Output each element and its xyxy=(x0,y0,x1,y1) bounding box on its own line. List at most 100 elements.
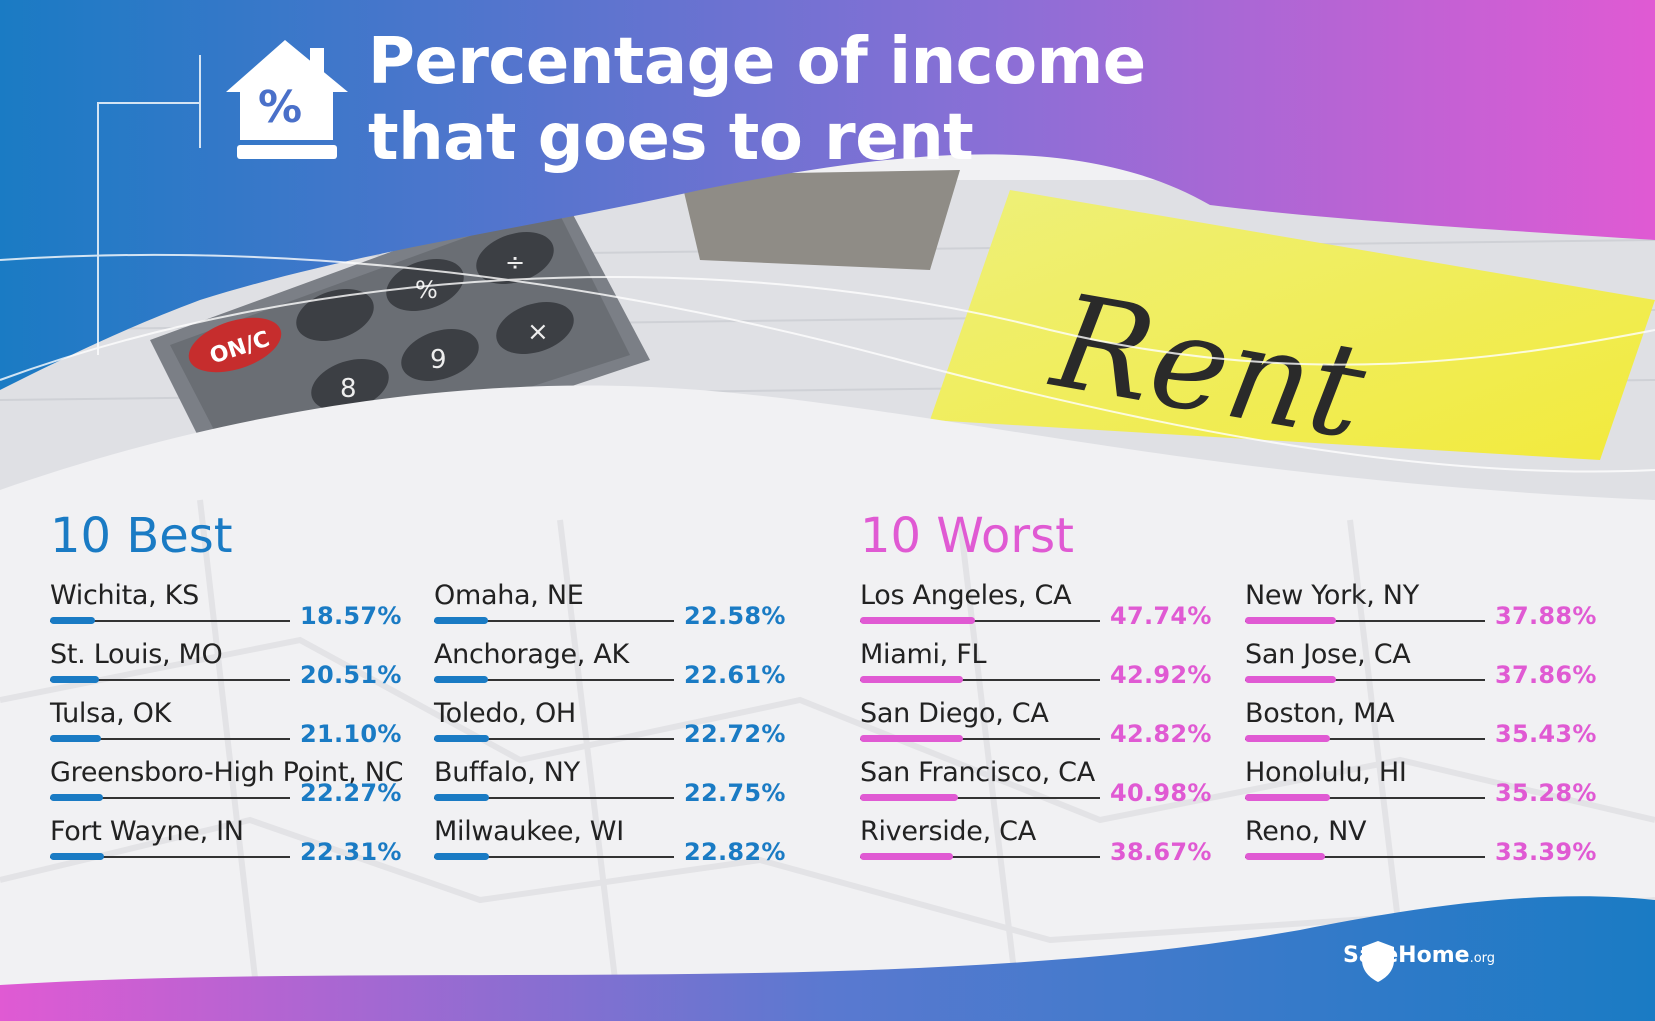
percent-value-label: 33.39% xyxy=(1495,838,1597,866)
bar-track xyxy=(1245,856,1485,858)
percent-value-label: 38.67% xyxy=(1110,838,1212,866)
svg-text:%: % xyxy=(415,276,438,304)
best-heading: 10 Best xyxy=(50,508,233,564)
svg-text:9: 9 xyxy=(430,345,447,375)
city-name-label: Honolulu, HI xyxy=(1245,757,1407,788)
bar-track xyxy=(434,797,674,799)
percent-value-label: 35.28% xyxy=(1495,779,1597,807)
bar-fill xyxy=(860,735,963,742)
bar-track xyxy=(860,620,1100,622)
bar-track xyxy=(860,738,1100,740)
ranking-row: St. Louis, MO 20.51% xyxy=(50,639,402,697)
city-name-label: Anchorage, AK xyxy=(434,639,629,670)
percent-value-label: 22.58% xyxy=(684,602,786,630)
brand-logo: SafeHome.org xyxy=(1343,943,1495,968)
ranking-row: Riverside, CA 38.67% xyxy=(860,816,1212,874)
ranking-row: Reno, NV 33.39% xyxy=(1245,816,1597,874)
percent-value-label: 22.75% xyxy=(684,779,786,807)
ranking-row: Omaha, NE 22.58% xyxy=(434,580,786,638)
percent-value-label: 22.61% xyxy=(684,661,786,689)
ranking-row: Buffalo, NY 22.75% xyxy=(434,757,786,815)
bar-fill xyxy=(434,735,489,742)
ranking-row: Boston, MA 35.43% xyxy=(1245,698,1597,756)
map-pattern xyxy=(0,499,1655,1021)
bar-track xyxy=(860,797,1100,799)
page-title: Percentage of income that goes to rent xyxy=(368,24,1146,176)
city-name-label: Reno, NV xyxy=(1245,816,1367,847)
bar-fill xyxy=(50,676,99,683)
bar-track xyxy=(434,856,674,858)
svg-text:8: 8 xyxy=(340,374,357,404)
ranking-row: San Diego, CA 42.82% xyxy=(860,698,1212,756)
svg-text:%: % xyxy=(258,82,302,133)
percent-value-label: 22.27% xyxy=(300,779,402,807)
brand-name: SafeHome xyxy=(1343,943,1470,968)
bar-fill xyxy=(860,617,975,624)
percent-value-label: 22.72% xyxy=(684,720,786,748)
city-name-label: Buffalo, NY xyxy=(434,757,580,788)
bar-fill xyxy=(1245,617,1336,624)
bar-fill xyxy=(50,735,101,742)
bar-fill xyxy=(50,794,103,801)
city-name-label: St. Louis, MO xyxy=(50,639,223,670)
bar-fill xyxy=(1245,676,1336,683)
bar-fill xyxy=(1245,735,1330,742)
percent-value-label: 35.43% xyxy=(1495,720,1597,748)
percent-value-label: 22.31% xyxy=(300,838,402,866)
city-name-label: Boston, MA xyxy=(1245,698,1395,729)
city-name-label: Toledo, OH xyxy=(434,698,576,729)
bar-fill xyxy=(860,676,963,683)
ranking-row: Fort Wayne, IN 22.31% xyxy=(50,816,402,874)
bar-track xyxy=(50,679,290,681)
bar-track xyxy=(50,620,290,622)
ranking-row: Anchorage, AK 22.61% xyxy=(434,639,786,697)
ranking-row: Miami, FL 42.92% xyxy=(860,639,1212,697)
percent-value-label: 47.74% xyxy=(1110,602,1212,630)
bar-fill xyxy=(434,617,488,624)
brand-suffix: .org xyxy=(1469,951,1496,966)
percent-value-label: 20.51% xyxy=(300,661,402,689)
safehome-shield-icon xyxy=(1362,941,1394,982)
bar-track xyxy=(860,679,1100,681)
bar-track xyxy=(50,856,290,858)
bar-track xyxy=(434,679,674,681)
bar-track xyxy=(1245,679,1485,681)
percent-value-label: 42.92% xyxy=(1110,661,1212,689)
ranking-row: San Jose, CA 37.86% xyxy=(1245,639,1596,697)
ranking-row: Honolulu, HI 35.28% xyxy=(1245,757,1597,815)
bar-track xyxy=(434,738,674,740)
bar-fill xyxy=(50,853,104,860)
bar-track xyxy=(1245,797,1485,799)
percent-value-label: 21.10% xyxy=(300,720,402,748)
bar-fill xyxy=(434,676,488,683)
svg-text:÷: ÷ xyxy=(505,248,525,276)
percent-value-label: 42.82% xyxy=(1110,720,1212,748)
worst-heading: 10 Worst xyxy=(860,508,1074,564)
svg-text:×: × xyxy=(527,317,549,347)
percent-value-label: 40.98% xyxy=(1110,779,1212,807)
content-area xyxy=(0,385,1655,1021)
bar-fill xyxy=(860,794,958,801)
city-name-label: San Jose, CA xyxy=(1245,639,1411,670)
bar-track xyxy=(50,797,290,799)
city-name-label: Los Angeles, CA xyxy=(860,580,1072,611)
city-name-label: Omaha, NE xyxy=(434,580,584,611)
ranking-row: San Francisco, CA 40.98% xyxy=(860,757,1212,815)
ranking-row: Los Angeles, CA 47.74% xyxy=(860,580,1212,638)
bar-track xyxy=(1245,620,1485,622)
bar-fill xyxy=(434,853,489,860)
city-name-label: Milwaukee, WI xyxy=(434,816,624,847)
bar-fill xyxy=(434,794,489,801)
city-name-label: New York, NY xyxy=(1245,580,1419,611)
bar-track xyxy=(860,856,1100,858)
city-name-label: San Francisco, CA xyxy=(860,757,1095,788)
percent-value-label: 37.88% xyxy=(1495,602,1597,630)
percent-value-label: 22.82% xyxy=(684,838,786,866)
ranking-row: Tulsa, OK 21.10% xyxy=(50,698,402,756)
city-name-label: Wichita, KS xyxy=(50,580,199,611)
city-name-label: Tulsa, OK xyxy=(50,698,172,729)
title-line-2: that goes to rent xyxy=(368,101,974,175)
percent-value-label: 18.57% xyxy=(300,602,402,630)
title-line-1: Percentage of income xyxy=(368,25,1146,99)
